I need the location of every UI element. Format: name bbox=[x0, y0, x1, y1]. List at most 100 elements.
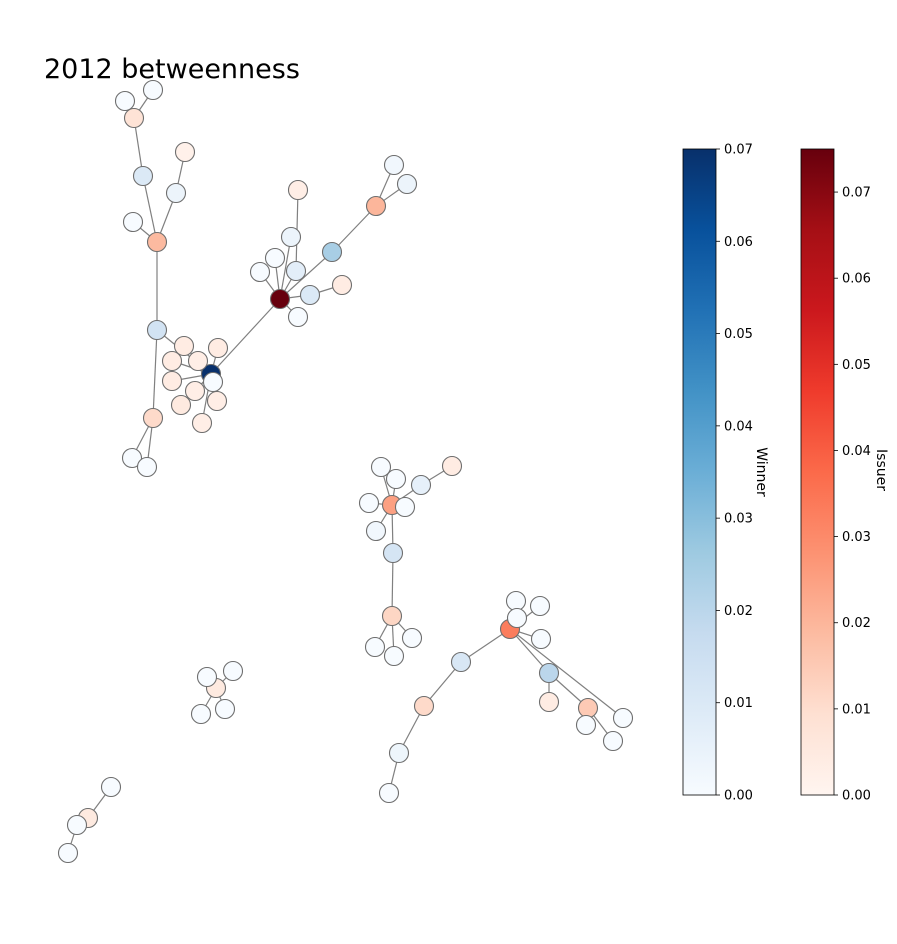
colorbar-tick-label: 0.06 bbox=[724, 235, 753, 250]
node-issuer bbox=[123, 107, 145, 129]
colorbar-winner: 0.00 0.01 0.02 0.03 0.04 0.05 0.06 0.07 Winner bbox=[682, 143, 769, 804]
colorbar-tick-label: 0.03 bbox=[724, 512, 753, 527]
node-issuer bbox=[170, 394, 192, 416]
node-issuer bbox=[365, 195, 387, 217]
node-winner bbox=[385, 468, 407, 490]
colorbar-issuer-ticks: 0.00 0.01 0.02 0.03 0.04 0.05 0.06 0.07 bbox=[834, 186, 871, 804]
node-winner bbox=[100, 776, 122, 798]
node-issuer bbox=[142, 407, 164, 429]
edge bbox=[279, 236, 292, 300]
node-winner bbox=[142, 79, 164, 101]
node-issuer bbox=[413, 695, 435, 717]
colorbar-tick-label: 0.07 bbox=[842, 186, 871, 201]
node-winner bbox=[538, 662, 560, 684]
node-winner bbox=[530, 628, 552, 650]
node-winner bbox=[394, 496, 416, 518]
node-winner bbox=[602, 730, 624, 752]
node-winner bbox=[202, 371, 224, 393]
node-winner bbox=[132, 165, 154, 187]
colorbar-issuer-bar bbox=[800, 148, 835, 796]
node-winner bbox=[249, 261, 271, 283]
node-winner bbox=[214, 698, 236, 720]
colorbar-tick-label: 0.00 bbox=[724, 789, 753, 804]
colorbar-tick-label: 0.03 bbox=[842, 530, 871, 545]
colorbar-issuer: 0.00 0.01 0.02 0.03 0.04 0.05 0.06 0.07 Issuer bbox=[800, 148, 889, 804]
edge bbox=[331, 205, 377, 253]
node-winner bbox=[365, 520, 387, 542]
node-issuer bbox=[269, 288, 291, 310]
colorbar-tick-label: 0.01 bbox=[724, 696, 753, 711]
colorbar-tick-label: 0.06 bbox=[842, 272, 871, 287]
node-winner bbox=[299, 284, 321, 306]
node-winner bbox=[506, 607, 528, 629]
node-issuer bbox=[441, 455, 463, 477]
colorbar-issuer-label: Issuer bbox=[873, 449, 889, 491]
node-issuer bbox=[206, 390, 228, 412]
node-winner bbox=[136, 456, 158, 478]
node-winner bbox=[505, 590, 527, 612]
node-winner bbox=[222, 660, 244, 682]
node-issuer bbox=[161, 350, 183, 372]
node-winner bbox=[321, 241, 343, 263]
node-winner bbox=[57, 842, 79, 864]
node-winner bbox=[280, 226, 302, 248]
nodes-layer bbox=[57, 79, 634, 864]
node-winner bbox=[121, 447, 143, 469]
node-winner bbox=[287, 306, 309, 328]
edge bbox=[152, 329, 158, 419]
node-issuer bbox=[161, 370, 183, 392]
node-winner bbox=[114, 90, 136, 112]
node-winner bbox=[410, 474, 432, 496]
colorbar-tick-label: 0.05 bbox=[842, 358, 871, 373]
node-winner bbox=[358, 492, 380, 514]
colorbar-tick-label: 0.00 bbox=[842, 789, 871, 804]
colorbar-tick-label: 0.01 bbox=[842, 702, 871, 717]
node-winner bbox=[383, 154, 405, 176]
node-winner bbox=[612, 707, 634, 729]
node-issuer bbox=[287, 179, 309, 201]
node-winner bbox=[146, 319, 168, 341]
edge bbox=[279, 251, 333, 300]
edge bbox=[391, 552, 394, 617]
node-winner bbox=[264, 247, 286, 269]
edge bbox=[142, 175, 158, 243]
chart-title: 2012 betweenness bbox=[44, 54, 300, 85]
node-issuer bbox=[331, 274, 353, 296]
node-issuer bbox=[184, 380, 206, 402]
node-winner bbox=[196, 666, 218, 688]
edge bbox=[210, 298, 281, 375]
node-winner bbox=[378, 782, 400, 804]
node-issuer bbox=[146, 231, 168, 253]
node-winner bbox=[450, 651, 472, 673]
node-winner bbox=[165, 182, 187, 204]
node-winner bbox=[364, 636, 386, 658]
node-winner bbox=[285, 260, 307, 282]
node-winner bbox=[370, 456, 392, 478]
colorbar-winner-ticks: 0.00 0.01 0.02 0.03 0.04 0.05 0.06 0.07 bbox=[716, 143, 753, 804]
colorbar-winner-bar bbox=[682, 148, 717, 796]
colorbar-tick-label: 0.02 bbox=[724, 604, 753, 619]
node-issuer bbox=[207, 337, 229, 359]
node-issuer bbox=[381, 605, 403, 627]
colorbar-tick-label: 0.04 bbox=[842, 444, 871, 459]
colorbar-tick-label: 0.07 bbox=[724, 143, 753, 158]
edge bbox=[509, 628, 624, 719]
node-winner bbox=[383, 645, 405, 667]
node-winner bbox=[575, 714, 597, 736]
node-winner bbox=[396, 173, 418, 195]
node-issuer bbox=[538, 691, 560, 713]
node-winner bbox=[190, 703, 212, 725]
colorbar-tick-label: 0.04 bbox=[724, 419, 753, 434]
node-winner bbox=[401, 627, 423, 649]
node-winner bbox=[66, 814, 88, 836]
node-issuer bbox=[173, 335, 195, 357]
node-winner bbox=[388, 742, 410, 764]
node-winner bbox=[529, 595, 551, 617]
colorbar-tick-label: 0.05 bbox=[724, 327, 753, 342]
node-issuer bbox=[174, 141, 196, 163]
node-issuer bbox=[191, 412, 213, 434]
node-issuer bbox=[187, 350, 209, 372]
colorbar-winner-label: Winner bbox=[753, 447, 769, 497]
node-winner bbox=[122, 211, 144, 233]
